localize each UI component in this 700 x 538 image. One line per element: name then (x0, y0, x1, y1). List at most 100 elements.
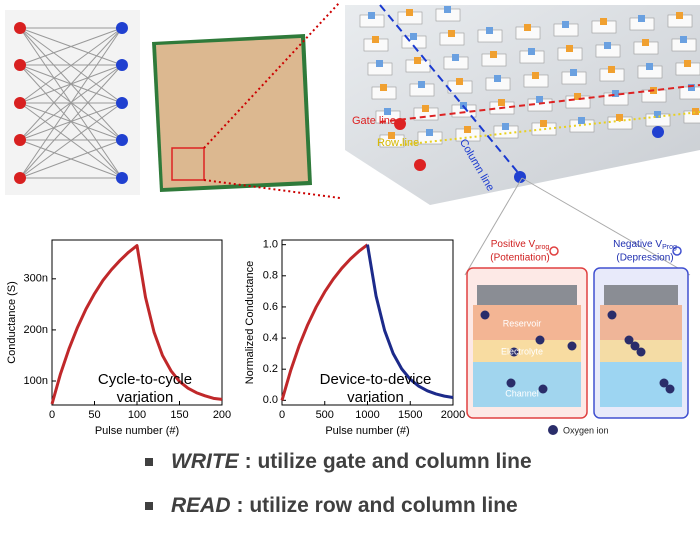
x-tick-label: 0 (279, 409, 285, 421)
data-line (50, 244, 223, 405)
layer-label: Reservoir (503, 318, 542, 328)
oxygen-ion (636, 347, 646, 357)
cell-core (464, 126, 471, 133)
synapse (19, 27, 123, 66)
cell-core (692, 108, 699, 115)
cell-core (418, 81, 425, 88)
annotation: variation (347, 389, 404, 406)
cell-core (376, 60, 383, 67)
cell-core (486, 27, 493, 34)
oxygen-ion (624, 335, 634, 345)
terminal (414, 159, 426, 171)
figure: Gate line Row line Column line Positive … (5, 1, 700, 437)
synapse (19, 102, 123, 179)
cell-core (502, 123, 509, 130)
positive-mode: (Potentiation) (490, 253, 549, 264)
annotation: Cycle-to-cycle (98, 371, 192, 388)
x-tick-label: 200 (213, 409, 231, 421)
cell-core (684, 60, 691, 67)
neural-network (5, 10, 140, 195)
channel (600, 362, 682, 407)
synapse (19, 27, 123, 104)
oxygen-ion (630, 341, 640, 351)
cell-core (578, 117, 585, 124)
cell-core (368, 12, 375, 19)
cell-core (490, 51, 497, 58)
y-tick-label: 0.2 (263, 363, 278, 375)
cell-core (388, 132, 395, 139)
x-tick-label: 2000 (441, 409, 465, 421)
y-tick-label: 0.8 (263, 270, 278, 282)
cell-core (608, 66, 615, 73)
synapse (19, 27, 123, 141)
y-tick-label: 100n (24, 375, 48, 387)
gate-block (604, 285, 678, 305)
channel (473, 362, 581, 407)
cell-core (410, 33, 417, 40)
oxygen-ion (535, 335, 545, 345)
x-axis-title: Pulse number (#) (325, 425, 409, 437)
bullet: READ: utilize row and column line (145, 494, 518, 518)
electrolyte (473, 340, 581, 362)
x-tick-label: 1500 (398, 409, 422, 421)
y-tick-label: 0.6 (263, 301, 278, 313)
cell-core (414, 57, 421, 64)
cell-core (676, 12, 683, 19)
callout-line (521, 177, 691, 276)
reservoir (600, 305, 682, 340)
x-tick-label: 500 (316, 409, 334, 421)
y-tick-label: 1.0 (263, 239, 278, 251)
neuron (116, 134, 128, 146)
row-line (399, 111, 700, 146)
x-tick-label: 1000 (355, 409, 379, 421)
oxygen-ion (607, 310, 617, 320)
negative-mode: (Depression) (616, 253, 673, 264)
cell-core (384, 108, 391, 115)
annotation: variation (117, 389, 174, 406)
neuron (116, 59, 128, 71)
cell-core (444, 6, 451, 13)
cell-core (540, 120, 547, 127)
oxygen-ion (665, 384, 675, 394)
cell-core (646, 63, 653, 70)
bullet-key: WRITE (171, 450, 239, 473)
oxygen-ion (538, 384, 548, 394)
device-panels (466, 246, 689, 435)
column-line (379, 4, 521, 176)
cell-core (638, 15, 645, 22)
neuron (14, 134, 26, 146)
x-tick-label: 0 (49, 409, 55, 421)
row-line-label: Row line (377, 137, 419, 149)
annotation: Device-to-device (320, 371, 432, 388)
cell-core (422, 105, 429, 112)
y-axis-title: Normalized Conductance (244, 261, 256, 385)
oxygen-ion (506, 378, 516, 388)
plot-frame (281, 239, 454, 406)
zoom-line (203, 1, 341, 149)
layer-label: Electrolyte (501, 346, 543, 356)
gate-line (379, 84, 700, 123)
reservoir (473, 305, 581, 340)
cell-core (570, 69, 577, 76)
cell-core (456, 78, 463, 85)
oxygen-ion (509, 347, 519, 357)
bullet-text: : utilize gate and column line (244, 450, 532, 473)
y-tick-label: 200n (24, 324, 48, 336)
cell-core (372, 36, 379, 43)
gate-block (477, 285, 577, 305)
cell-core (426, 129, 433, 136)
x-tick-label: 150 (170, 409, 188, 421)
synapse (19, 139, 123, 179)
y-tick-label: 0.4 (263, 332, 278, 344)
data-line (366, 244, 454, 400)
x-tick-label: 100 (128, 409, 146, 421)
cell-core (528, 48, 535, 55)
neuron (14, 59, 26, 71)
y-tick-label: 300n (24, 273, 48, 285)
data-line (280, 243, 369, 401)
cell-core (600, 18, 607, 25)
neuron (14, 97, 26, 109)
bullet-key: READ (171, 494, 231, 517)
cell-core (562, 21, 569, 28)
